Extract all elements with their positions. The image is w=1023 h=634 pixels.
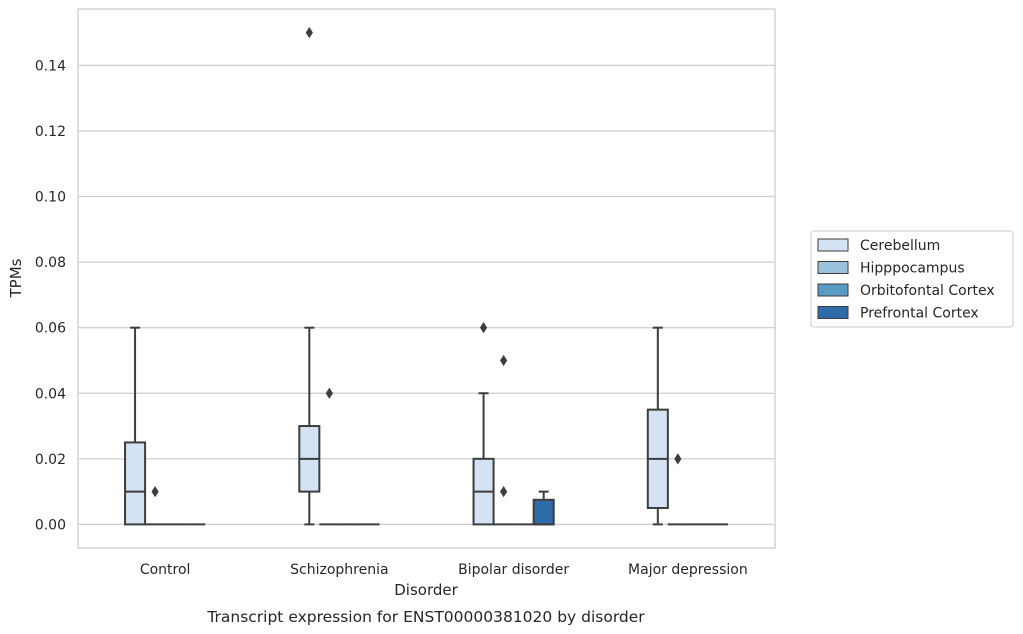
outlier-point bbox=[500, 354, 508, 367]
y-tick-label: 0.12 bbox=[35, 124, 66, 140]
outlier-point bbox=[500, 485, 508, 498]
outlier-point bbox=[674, 453, 682, 465]
outlier-point bbox=[305, 26, 313, 39]
outlier-point bbox=[479, 322, 488, 334]
legend-swatch bbox=[817, 238, 849, 252]
y-tick-label: 0.06 bbox=[35, 321, 66, 337]
y-tick-label: 0.04 bbox=[35, 386, 66, 402]
legend-label: Orbitofontal Cortex bbox=[860, 283, 995, 299]
box-cerebellum bbox=[472, 322, 495, 526]
y-tick-label: 0.00 bbox=[35, 517, 66, 533]
y-tick-label: 0.14 bbox=[35, 58, 66, 74]
legend-swatch bbox=[817, 306, 849, 319]
y-tick-label: 0.10 bbox=[35, 190, 66, 206]
legend-label: Cerebellum bbox=[860, 238, 940, 254]
box-series bbox=[124, 26, 728, 526]
legend-label: Prefrontal Cortex bbox=[860, 306, 979, 322]
y-tick-label: 0.08 bbox=[35, 255, 66, 271]
x-tick-label: Schizophrenia bbox=[290, 562, 388, 578]
y-tick-label: 0.02 bbox=[35, 452, 66, 468]
x-tick-label: Control bbox=[140, 562, 191, 578]
box-hipppocampus bbox=[667, 453, 688, 526]
legend-swatch bbox=[817, 283, 849, 297]
box-hipppocampus bbox=[319, 387, 340, 526]
box-cerebellum bbox=[646, 326, 669, 526]
legend: Cerebellum Hipppocampus Orbitofontal Corte… bbox=[810, 230, 1014, 328]
legend-frame bbox=[810, 230, 1014, 328]
plot-area-frame bbox=[77, 8, 776, 549]
x-tick-labels: Control Schizophrenia Bipolar disorder Majo… bbox=[140, 562, 748, 578]
box-cerebellum bbox=[298, 26, 321, 526]
legend-swatch bbox=[817, 261, 849, 274]
x-tick-label: Major depression bbox=[628, 562, 748, 578]
box-prefrontal-cortex bbox=[532, 490, 555, 526]
legend-label: Hipppocampus bbox=[860, 261, 965, 277]
x-tick-label: Bipolar disorder bbox=[458, 562, 569, 578]
box-cerebellum bbox=[124, 326, 147, 526]
box-body bbox=[532, 498, 555, 526]
chart-caption: Transcript expression for ENST0000038102… bbox=[206, 608, 645, 626]
box-hipppocampus bbox=[493, 354, 514, 526]
box-hipppocampus bbox=[145, 485, 166, 526]
x-axis-label: Disorder bbox=[394, 581, 458, 599]
box-body bbox=[124, 441, 147, 526]
outlier-point bbox=[151, 485, 159, 498]
y-axis-label: TPMs bbox=[7, 258, 25, 298]
y-tick-labels: 0.00 0.02 0.04 0.06 0.08 0.10 0.12 0.14 bbox=[35, 58, 66, 533]
outlier-point bbox=[325, 387, 333, 399]
